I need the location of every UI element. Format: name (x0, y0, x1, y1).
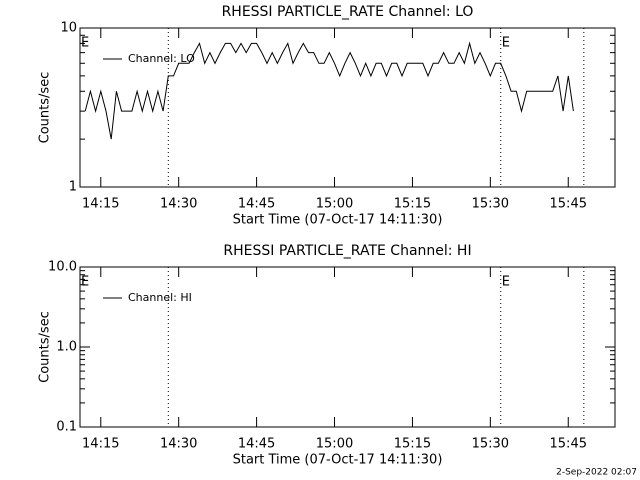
x-tick-label: 15:30 (472, 437, 509, 452)
x-tick-label: 14:15 (82, 197, 119, 212)
x-tick-label: 15:00 (316, 197, 353, 212)
x-axis-label: Start Time (07-Oct-17 14:11:30) (233, 453, 443, 468)
plot-frame (79, 27, 616, 188)
x-tick-label: 15:00 (316, 437, 353, 452)
y-axis-label: Counts/sec (38, 311, 53, 383)
x-tick-label: 15:45 (550, 437, 587, 452)
legend-label: Channel: LO (128, 52, 195, 65)
x-tick-label: 15:30 (472, 197, 509, 212)
x-tick-label: 14:30 (160, 197, 197, 212)
x-tick-label: 14:45 (238, 197, 275, 212)
flag-label: E (81, 36, 89, 51)
data-line (84, 41, 574, 140)
y-tick-label: 1 (69, 180, 77, 195)
legend-label: Channel: HI (128, 291, 192, 304)
footer: 2-Sep-2022 02:07 (556, 468, 637, 478)
x-tick-label: 14:15 (82, 437, 119, 452)
y-axis-label: Counts/sec (38, 72, 53, 144)
flag-label: E (502, 36, 510, 51)
x-axis-label: Start Time (07-Oct-17 14:11:30) (233, 213, 443, 228)
x-tick-label: 14:30 (160, 437, 197, 452)
y-tick-label: 0.1 (56, 420, 77, 435)
x-tick-label: 15:15 (394, 197, 431, 212)
y-tick-label: 10 (60, 21, 77, 36)
x-tick-label: 14:45 (238, 437, 275, 452)
x-tick-label: 15:15 (394, 437, 431, 452)
flag-label: E (81, 275, 89, 290)
y-tick-label: 10.0 (48, 260, 77, 275)
y-tick-label: 1.0 (56, 340, 77, 355)
x-tick-label: 15:45 (550, 197, 587, 212)
chart-title: RHESSI PARTICLE_RATE Channel: LO (222, 4, 474, 20)
chart-title: RHESSI PARTICLE_RATE Channel: HI (223, 243, 471, 259)
flag-label: E (502, 275, 510, 290)
